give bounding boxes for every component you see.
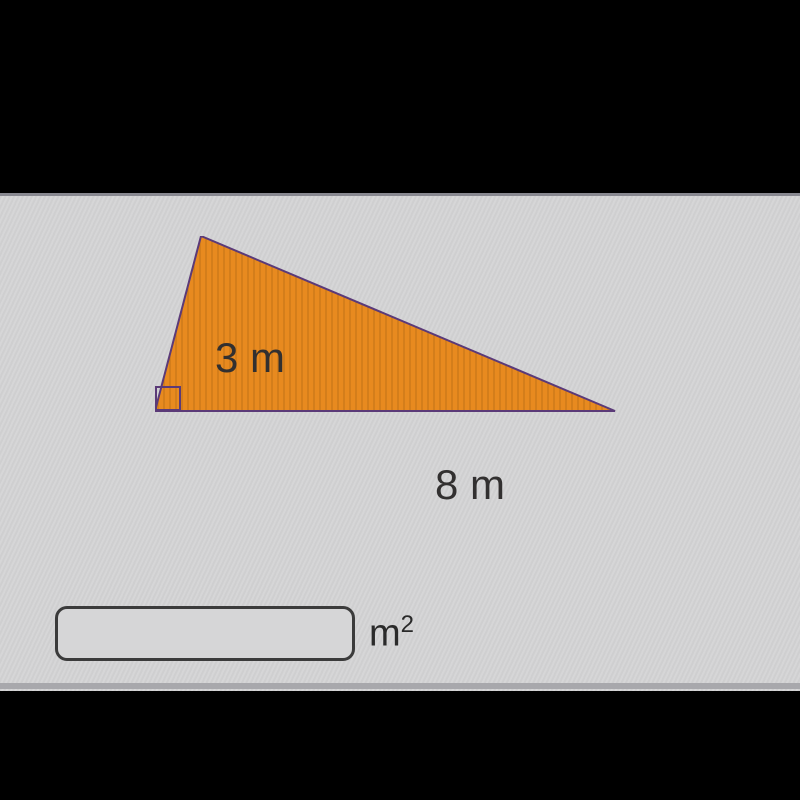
area-input[interactable] bbox=[55, 606, 355, 661]
triangle-figure: 3 m 8 m bbox=[155, 236, 675, 486]
height-label: 3 m bbox=[215, 334, 285, 382]
answer-row: m2 bbox=[55, 606, 414, 661]
triangle-shape bbox=[155, 236, 615, 411]
worksheet-content: 3 m 8 m m2 bbox=[0, 193, 800, 691]
base-label: 8 m bbox=[435, 461, 505, 509]
unit-exponent: 2 bbox=[401, 611, 414, 638]
unit-base: m bbox=[369, 613, 401, 655]
bottom-divider bbox=[0, 683, 800, 689]
unit-label: m2 bbox=[369, 611, 414, 656]
